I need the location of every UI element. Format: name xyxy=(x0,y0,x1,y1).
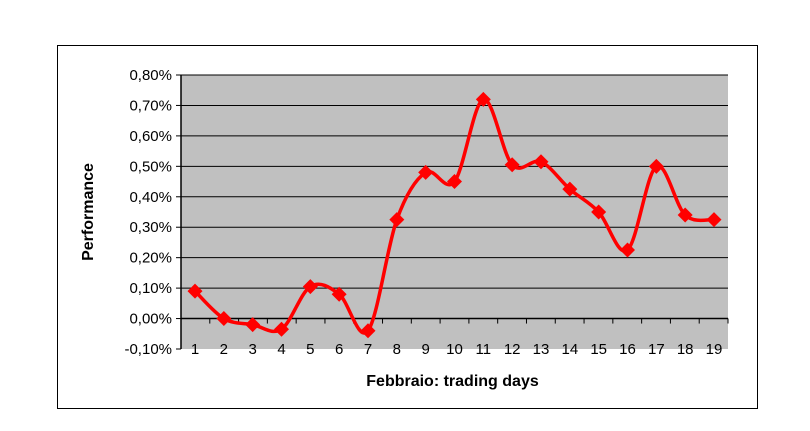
data-point xyxy=(216,311,232,327)
x-tick-label: 4 xyxy=(277,341,285,358)
x-tick-label: 6 xyxy=(335,341,343,358)
data-point xyxy=(648,158,664,174)
data-point xyxy=(187,283,203,299)
x-tick-label: 12 xyxy=(504,341,521,358)
x-tick-label: 15 xyxy=(590,341,607,358)
x-tick-label: 8 xyxy=(393,341,401,358)
x-tick-label: 5 xyxy=(306,341,314,358)
y-tick-label: 0,40% xyxy=(129,189,172,206)
data-point xyxy=(677,207,693,223)
y-tick-label: -0,10% xyxy=(124,341,172,358)
data-point xyxy=(591,204,607,220)
data-point xyxy=(418,164,434,180)
data-point xyxy=(447,174,462,190)
x-tick-label: 18 xyxy=(677,341,694,358)
data-point xyxy=(562,181,578,197)
data-point xyxy=(475,91,491,107)
y-tick-label: 0,60% xyxy=(129,128,172,145)
data-point xyxy=(245,317,261,333)
x-tick-label: 17 xyxy=(648,341,665,358)
x-tick-label: 16 xyxy=(619,341,636,358)
y-tick-label: 0,20% xyxy=(129,250,172,267)
x-tick-label: 9 xyxy=(421,341,429,358)
x-tick-label: 2 xyxy=(220,341,228,358)
x-tick-label: 7 xyxy=(364,341,372,358)
y-axis-title: Performance xyxy=(80,163,97,261)
x-tick-label: 10 xyxy=(446,341,463,358)
data-point xyxy=(360,323,376,339)
y-tick-label: 0,30% xyxy=(129,219,172,236)
y-tick-label: 0,00% xyxy=(129,311,172,328)
data-point xyxy=(274,321,289,337)
x-tick-label: 13 xyxy=(533,341,550,358)
y-tick-label: 0,70% xyxy=(129,97,172,114)
x-tick-label: 14 xyxy=(561,341,578,358)
data-point xyxy=(706,212,722,228)
data-point xyxy=(331,286,347,302)
y-tick-label: 0,10% xyxy=(129,280,172,297)
x-tick-label: 3 xyxy=(248,341,256,358)
data-point xyxy=(504,157,520,173)
x-axis-tick-labels: 1 2 3 4 5 6 7 8 9 10 11 12 13 14 15 16 17 18 19 xyxy=(180,318,729,358)
plot-area xyxy=(181,75,728,349)
data-point xyxy=(533,154,549,170)
x-tick-label: 19 xyxy=(706,341,723,358)
data-markers xyxy=(187,91,722,339)
y-tick-label: 0,50% xyxy=(129,158,172,175)
y-axis-tick-labels: -0,10% 0,00% 0,10% 0,20% 0,30% 0,40% 0,50% 0,60… xyxy=(124,67,172,358)
x-tick-label: 1 xyxy=(191,341,199,358)
x-tick-label: 11 xyxy=(476,341,492,358)
x-axis-title: Febbraio: trading days xyxy=(366,373,539,390)
data-point xyxy=(620,242,635,258)
data-point xyxy=(389,212,405,228)
y-tick-label: 0,80% xyxy=(129,67,172,84)
data-point xyxy=(302,279,318,295)
